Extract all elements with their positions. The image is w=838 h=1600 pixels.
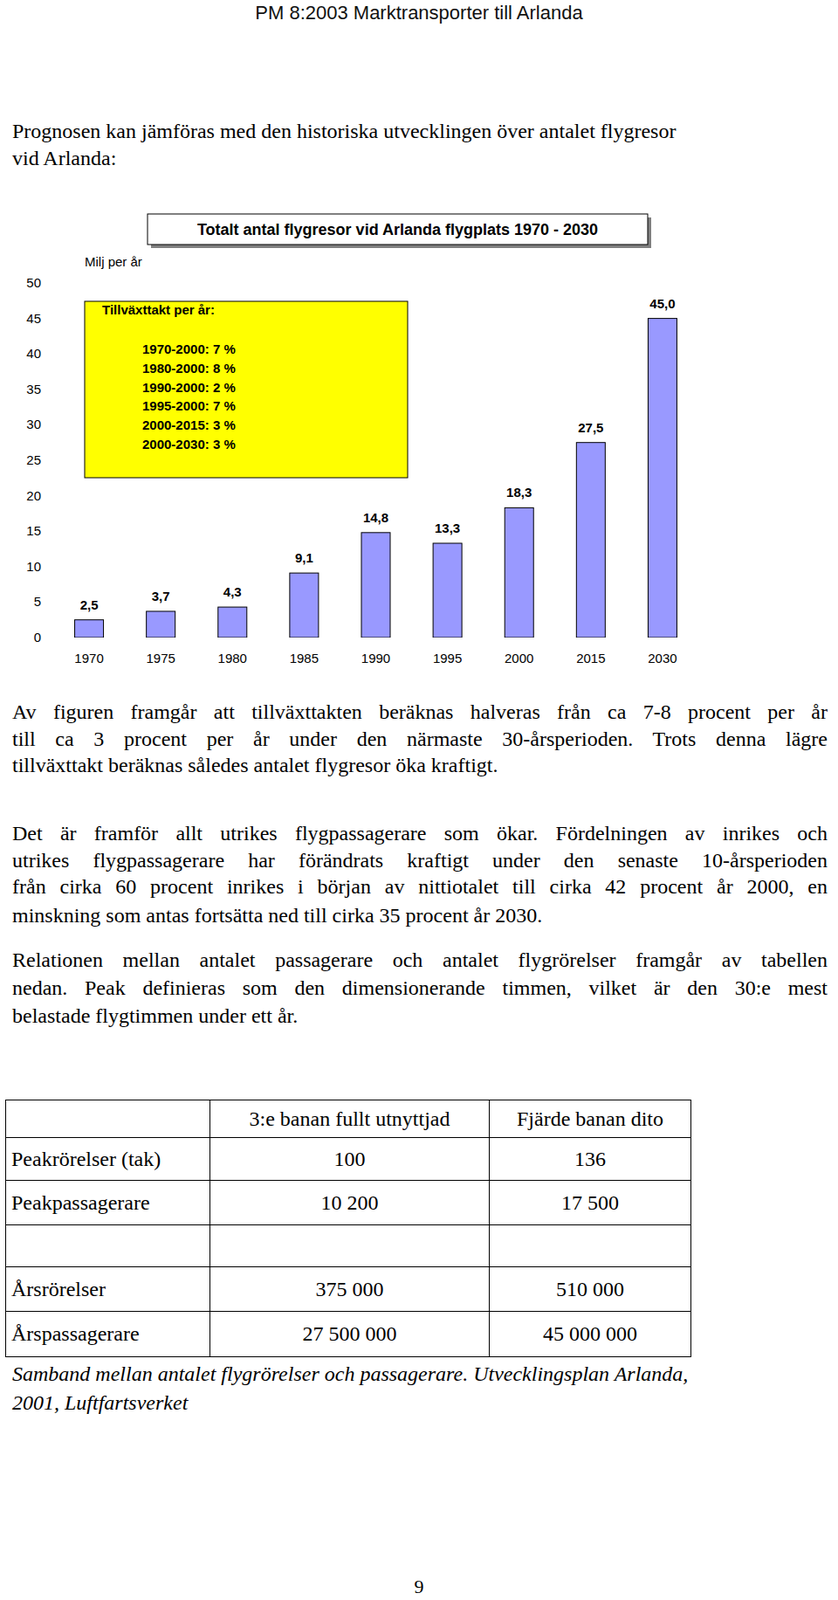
x-tick-label: 1990 bbox=[361, 650, 391, 666]
table-cell: 100 bbox=[210, 1137, 490, 1181]
table-cell bbox=[489, 1224, 692, 1267]
table-row: Peakrörelser (tak)100136 bbox=[6, 1137, 692, 1181]
table-cell: 3:e banan fullt utnyttjad bbox=[210, 1099, 490, 1138]
bar bbox=[146, 611, 176, 638]
text-line: nedan. Peak definieras som den dimension… bbox=[12, 975, 828, 1000]
text-line: Samband mellan antalet flygrörelser och … bbox=[12, 1360, 688, 1386]
text-line: från cirka 60 procent inrikes i början a… bbox=[12, 873, 828, 899]
table-cell bbox=[210, 1224, 490, 1267]
text-line: Det är framför allt utrikes flygpassager… bbox=[12, 820, 828, 845]
y-tick-label: 40 bbox=[26, 345, 42, 361]
table-row: Årsrörelser375 000510 000 bbox=[6, 1266, 692, 1312]
page-header: PM 8:2003 Marktransporter till Arlanda bbox=[0, 1, 838, 25]
annotation-line: 1990-2000: 2 % bbox=[142, 379, 236, 395]
annotation-line: 2000-2030: 3 % bbox=[142, 436, 236, 452]
text-line: vid Arlanda: bbox=[12, 145, 117, 171]
table-cell bbox=[6, 1224, 211, 1267]
table-cell: 45 000 000 bbox=[489, 1311, 692, 1357]
annotation-line: 1995-2000: 7 % bbox=[142, 398, 236, 413]
annotation-line: 2000-2015: 3 % bbox=[142, 417, 236, 433]
table-cell: 27 500 000 bbox=[210, 1311, 490, 1357]
data-label: 9,1 bbox=[295, 549, 314, 565]
text-line: Prognosen kan jämföras med den historisk… bbox=[12, 118, 676, 144]
y-axis-label: Milj per år bbox=[84, 254, 143, 269]
page-number: 9 bbox=[0, 1574, 838, 1598]
x-tick-label: 1980 bbox=[218, 650, 248, 666]
y-tick-label: 30 bbox=[26, 416, 42, 432]
data-label: 18,3 bbox=[506, 484, 532, 500]
y-tick-label: 10 bbox=[26, 558, 42, 574]
annotation-line: 1980-2000: 8 % bbox=[142, 360, 236, 376]
y-tick-label: 35 bbox=[26, 381, 42, 397]
y-tick-label: 45 bbox=[26, 310, 42, 326]
data-label: 14,8 bbox=[363, 509, 389, 525]
x-tick-label: 1975 bbox=[145, 650, 175, 666]
table-cell bbox=[6, 1099, 211, 1138]
text-line: utrikes flygpassagerare har förändrats k… bbox=[12, 847, 828, 873]
data-label: 4,3 bbox=[223, 583, 242, 599]
annotation-title: Tillväxttakt per år: bbox=[102, 302, 215, 317]
bar bbox=[647, 318, 677, 638]
table-header-row: 3:e banan fullt utnyttjadFjärde banan di… bbox=[6, 1099, 692, 1138]
text-line: belastade flygtimmen under ett år. bbox=[12, 1002, 298, 1028]
text-line: till ca 3 procent per år under den närma… bbox=[12, 726, 828, 751]
data-label: 2,5 bbox=[80, 597, 99, 612]
y-tick-label: 25 bbox=[26, 452, 42, 468]
bar bbox=[289, 572, 319, 638]
table-cell: 17 500 bbox=[489, 1180, 692, 1225]
table-row: Peakpassagerare10 20017 500 bbox=[6, 1180, 692, 1225]
table-cell: Årspassagerare bbox=[6, 1311, 211, 1357]
data-label: 45,0 bbox=[649, 295, 675, 311]
table-cell: 136 bbox=[489, 1137, 692, 1181]
data-label: 3,7 bbox=[151, 588, 171, 604]
bar bbox=[75, 619, 104, 638]
table-cell: Peakpassagerare bbox=[6, 1180, 211, 1225]
table-cell: 510 000 bbox=[489, 1266, 692, 1312]
y-tick-label: 20 bbox=[26, 487, 42, 503]
text-line: 2001, Luftfartsverket bbox=[12, 1389, 188, 1415]
text-line: tillväxttakt beräknas således antalet fl… bbox=[12, 752, 498, 777]
bar bbox=[576, 442, 605, 638]
title-box bbox=[147, 213, 648, 245]
annotation-box bbox=[84, 301, 408, 478]
table-cell: Peakrörelser (tak) bbox=[6, 1137, 211, 1181]
y-tick-label: 5 bbox=[34, 593, 42, 609]
bar bbox=[218, 606, 248, 638]
data-label: 13,3 bbox=[434, 520, 461, 536]
x-tick-label: 1995 bbox=[432, 650, 462, 666]
x-tick-label: 2000 bbox=[504, 650, 534, 666]
table-cell: 10 200 bbox=[210, 1180, 490, 1225]
bar bbox=[432, 542, 462, 638]
x-tick-label: 2030 bbox=[647, 650, 677, 666]
bar bbox=[361, 532, 391, 638]
table-cell: Årsrörelser bbox=[6, 1266, 211, 1312]
table-spacer-row bbox=[6, 1224, 692, 1267]
bars bbox=[75, 318, 678, 638]
chart: Totalt antal flygresor vid Arlanda flygp… bbox=[0, 200, 838, 681]
y-tick-label: 15 bbox=[26, 522, 42, 538]
data-label: 27,5 bbox=[577, 419, 604, 435]
data-table: 3:e banan fullt utnyttjadFjärde banan di… bbox=[5, 1099, 692, 1357]
table-cell: Fjärde banan dito bbox=[489, 1099, 692, 1138]
y-tick-label: 50 bbox=[26, 274, 42, 290]
x-tick-label: 1985 bbox=[289, 650, 319, 666]
bar bbox=[504, 507, 534, 638]
chart-title: Totalt antal flygresor vid Arlanda flygp… bbox=[197, 220, 598, 239]
x-tick-label: 1970 bbox=[74, 650, 104, 666]
table-row: Årspassagerare27 500 00045 000 000 bbox=[6, 1311, 692, 1357]
text-line: Av figuren framgår att tillväxttakten be… bbox=[12, 699, 828, 724]
x-tick-label: 2015 bbox=[576, 650, 605, 666]
y-tick-label: 0 bbox=[34, 629, 42, 645]
annotation-line: 1970-2000: 7 % bbox=[142, 341, 236, 357]
text-line: minskning som antas fortsätta ned till c… bbox=[12, 902, 543, 928]
text-line: Relationen mellan antalet passagerare oc… bbox=[12, 947, 828, 972]
table-cell: 375 000 bbox=[210, 1266, 490, 1312]
